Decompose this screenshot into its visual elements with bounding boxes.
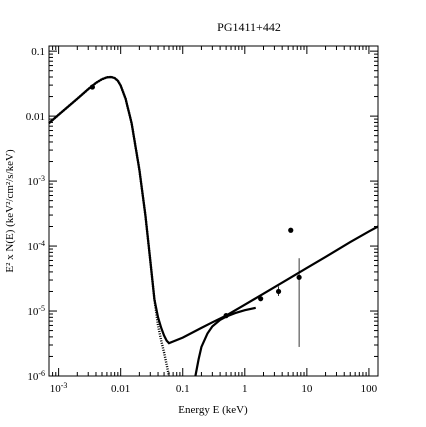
x-tick-labels: 10-3 0.01 0.1 1 10 100 bbox=[50, 381, 378, 395]
x-tick-label: 1 bbox=[242, 383, 248, 395]
y-tick-label: 10-3 bbox=[27, 174, 45, 188]
data-point bbox=[89, 84, 95, 90]
x-tick-label: 10 bbox=[301, 383, 313, 395]
data-point bbox=[258, 296, 264, 302]
x-tick-label: 0.1 bbox=[176, 383, 190, 395]
y-tick-label: 10-6 bbox=[27, 369, 45, 383]
y-tick-label: 10-5 bbox=[27, 304, 45, 318]
data-point bbox=[288, 227, 294, 233]
axis-ticks bbox=[48, 46, 378, 377]
data-point bbox=[296, 274, 302, 280]
x-tick-label: 0.01 bbox=[111, 383, 130, 395]
data-point bbox=[275, 288, 282, 295]
y-tick-label: 10-4 bbox=[27, 239, 45, 253]
model-curve-2 bbox=[48, 75, 379, 345]
x-tick-label: 10-3 bbox=[50, 381, 68, 395]
plot-frame bbox=[48, 45, 379, 377]
model-curve-3 bbox=[194, 306, 256, 377]
y-tick-labels: 10-6 10-5 10-4 10-3 0.01 0.1 bbox=[26, 46, 45, 383]
model-curve-1 bbox=[48, 75, 171, 377]
x-tick-label: 100 bbox=[361, 383, 378, 395]
y-tick-label: 0.01 bbox=[26, 111, 45, 123]
y-axis-label: E² x N(E) (keV²/cm²/s/keV) bbox=[4, 149, 16, 273]
y-tick-label: 0.1 bbox=[31, 46, 45, 58]
series-layer bbox=[48, 75, 379, 377]
data-points-layer bbox=[89, 84, 302, 347]
data-point bbox=[223, 313, 229, 319]
chart-title: PG1411+442 bbox=[217, 20, 281, 34]
x-axis-label: Energy E (keV) bbox=[178, 404, 248, 416]
